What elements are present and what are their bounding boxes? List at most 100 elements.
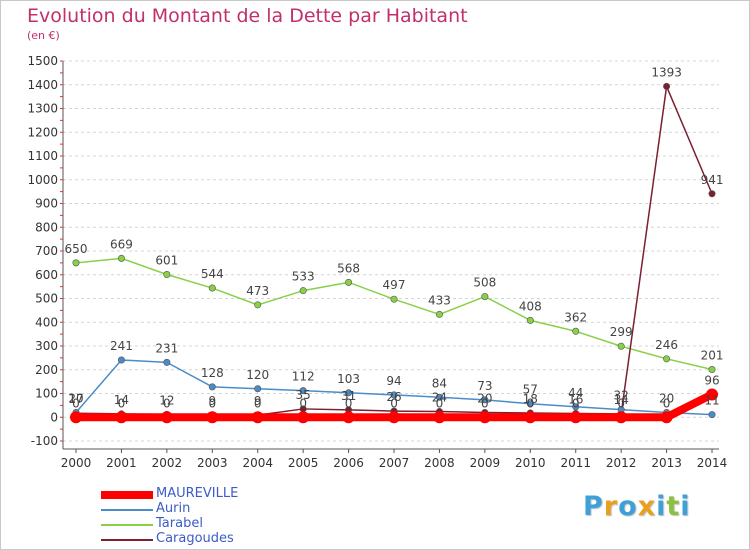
- x-tick-label: 2002: [152, 456, 183, 470]
- data-label: 9: [208, 394, 216, 408]
- data-label: 0: [299, 396, 307, 410]
- data-point-aurin: [163, 358, 171, 366]
- data-label: 650: [65, 242, 88, 256]
- data-label: 362: [564, 310, 587, 324]
- y-tick-label: 600: [35, 268, 58, 282]
- legend-label: Tarabel: [156, 516, 203, 531]
- data-point-aurin: [208, 383, 216, 391]
- data-label: 0: [481, 396, 489, 410]
- data-point-aurin: [708, 411, 716, 419]
- data-label: 544: [201, 267, 224, 281]
- legend-label: Caragoudes: [156, 531, 234, 546]
- x-tick-label: 2006: [333, 456, 364, 470]
- data-label: 96: [704, 373, 719, 387]
- logo-letter: i: [656, 491, 667, 522]
- data-label: 73: [477, 379, 492, 393]
- data-label: 44: [568, 386, 583, 400]
- legend-swatch: [101, 491, 153, 499]
- data-point-tarabel: [617, 342, 625, 350]
- legend-label: MAUREVILLE: [156, 486, 239, 501]
- data-label: 0: [617, 396, 625, 410]
- data-label: 0: [345, 396, 353, 410]
- data-point-maureville: [706, 388, 719, 401]
- data-point-tarabel: [163, 271, 171, 279]
- data-point-tarabel: [526, 316, 534, 324]
- legend-swatch: [101, 509, 153, 511]
- data-point-maureville: [478, 411, 491, 424]
- data-label: 84: [432, 376, 447, 390]
- data-label: 32: [614, 389, 629, 403]
- data-label: 14: [614, 393, 629, 407]
- data-point-aurin: [481, 396, 489, 404]
- x-tick-label: 2009: [470, 456, 501, 470]
- data-label: 0: [208, 396, 216, 410]
- data-label: 0: [572, 396, 580, 410]
- data-label: 24: [432, 391, 447, 405]
- data-label: 31: [341, 389, 356, 403]
- data-label: 120: [246, 368, 269, 382]
- y-tick-label: 1100: [27, 149, 58, 163]
- x-tick-label: 2011: [560, 456, 591, 470]
- y-tick-label: 1500: [27, 54, 58, 68]
- data-label: 11: [704, 394, 719, 408]
- data-point-tarabel: [254, 301, 262, 309]
- data-label: 433: [428, 293, 451, 307]
- data-label: 0: [118, 396, 126, 410]
- data-point-aurin: [345, 389, 353, 397]
- data-point-tarabel: [299, 287, 307, 295]
- data-label: 473: [246, 284, 269, 298]
- data-point-aurin: [435, 393, 443, 401]
- data-point-maureville: [660, 411, 673, 424]
- proxiti-logo: Proxiti: [583, 491, 691, 522]
- data-point-tarabel: [572, 327, 580, 335]
- data-label: 201: [701, 349, 724, 363]
- y-tick-label: 1000: [27, 173, 58, 187]
- data-label: 103: [337, 372, 360, 386]
- data-point-tarabel: [663, 355, 671, 363]
- data-label: 57: [523, 383, 538, 397]
- chart-subtitle: (en €): [27, 29, 60, 42]
- data-point-maureville: [433, 411, 446, 424]
- y-tick-label: 300: [35, 339, 58, 353]
- data-label: 112: [292, 370, 315, 384]
- y-tick-label: 800: [35, 220, 58, 234]
- data-label: 941: [701, 173, 724, 187]
- x-tick-label: 2004: [242, 456, 273, 470]
- data-label: 9: [254, 394, 262, 408]
- data-label: 20: [477, 392, 492, 406]
- x-tick-label: 2005: [288, 456, 319, 470]
- data-label: 17: [68, 392, 83, 406]
- data-point-caragoudes: [663, 82, 671, 90]
- logo-letter: P: [583, 491, 604, 522]
- data-label: 0: [436, 396, 444, 410]
- data-label: 0: [163, 396, 171, 410]
- data-point-maureville: [297, 411, 310, 424]
- y-tick-label: 100: [35, 387, 58, 401]
- data-label: 508: [473, 276, 496, 290]
- y-tick-label: 500: [35, 292, 58, 306]
- chart-title: Evolution du Montant de la Dette par Hab…: [27, 5, 468, 27]
- data-label: 20: [659, 392, 674, 406]
- logo-letter: r: [603, 491, 619, 522]
- data-point-aurin: [117, 356, 125, 364]
- data-point-aurin: [390, 391, 398, 399]
- data-point-maureville: [524, 411, 537, 424]
- data-point-maureville: [388, 411, 401, 424]
- x-tick-label: 2008: [424, 456, 455, 470]
- data-label: 0: [390, 396, 398, 410]
- y-tick-label: 1400: [27, 78, 58, 92]
- y-tick-label: 400: [35, 315, 58, 329]
- data-label: 241: [110, 339, 133, 353]
- y-tick-label: 1200: [27, 125, 58, 139]
- data-label: 0: [254, 396, 262, 410]
- data-label: 299: [610, 325, 633, 339]
- data-label: 497: [383, 278, 406, 292]
- data-point-maureville: [160, 411, 173, 424]
- data-point-tarabel: [72, 259, 80, 267]
- data-label: 35: [296, 388, 311, 402]
- data-label: 14: [114, 393, 129, 407]
- data-point-aurin: [572, 403, 580, 411]
- data-label: 669: [110, 237, 133, 251]
- data-label: 0: [526, 396, 534, 410]
